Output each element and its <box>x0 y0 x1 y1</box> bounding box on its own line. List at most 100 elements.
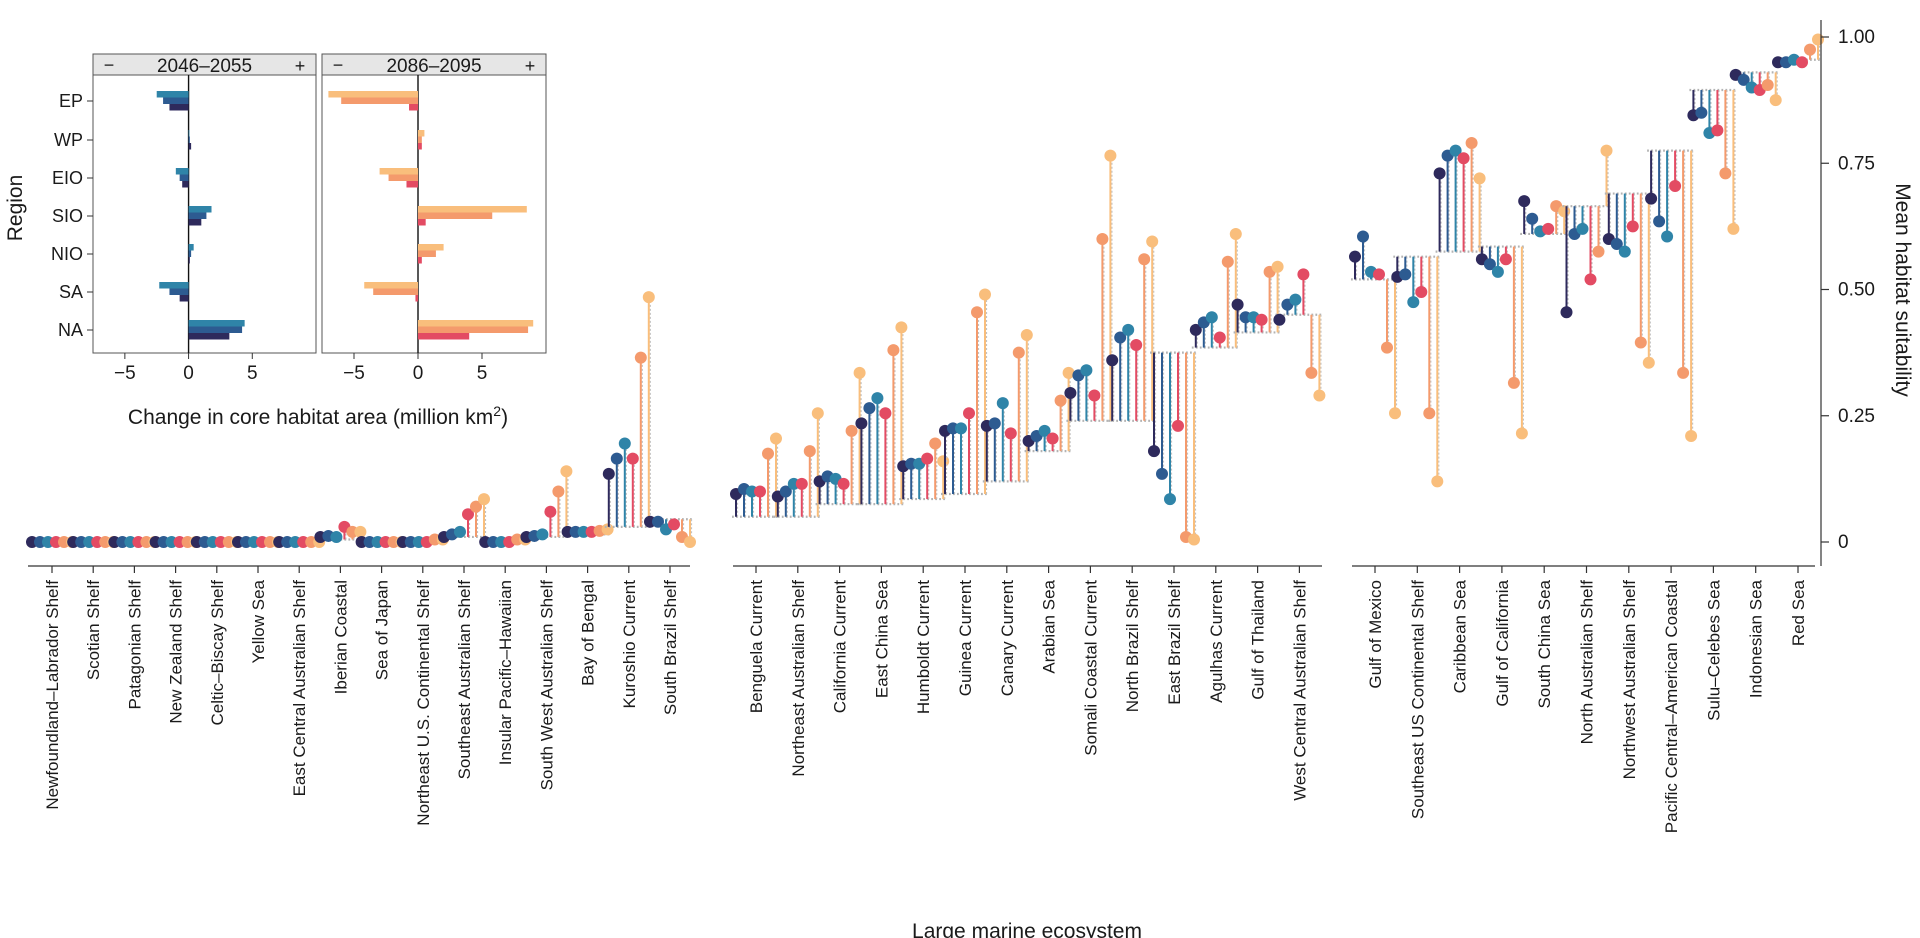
x-tick-label: Southeast Australian Shelf <box>455 580 474 780</box>
data-point <box>1645 192 1658 205</box>
ecosystem-south-west-australian-shelf: South West Australian Shelf <box>520 465 573 790</box>
region-label: EP <box>59 91 83 111</box>
data-point <box>1020 328 1033 341</box>
x-tick-label: Arabian Sea <box>1040 579 1059 673</box>
data-point <box>330 530 343 543</box>
data-point <box>1804 43 1816 56</box>
group-3: Gulf of Mexico Southeast US Continental S… <box>1349 33 1824 833</box>
bar <box>188 320 245 327</box>
region-label: NA <box>58 320 83 340</box>
minus-label: − <box>104 55 115 75</box>
bar <box>341 97 418 104</box>
data-point <box>626 452 639 465</box>
data-point <box>652 515 664 528</box>
group-2: Benguela Current Northeast Australian She… <box>730 149 1326 801</box>
data-point <box>929 437 942 450</box>
data-point <box>1114 331 1127 344</box>
ecosystem-indonesian-sea: Indonesian Sea <box>1729 68 1782 698</box>
data-point <box>1507 376 1520 389</box>
data-point <box>1457 152 1470 165</box>
data-point <box>1761 78 1774 91</box>
ecosystem-sea-of-japan: Sea of Japan <box>355 536 408 680</box>
data-point <box>1661 230 1674 243</box>
x-tick-label: Scotian Shelf <box>84 580 103 680</box>
data-point <box>1271 260 1284 273</box>
ecosystem-canary-current: Canary Current <box>980 328 1033 696</box>
data-point <box>1407 296 1420 309</box>
x-tick-label: Indonesian Sea <box>1747 579 1766 698</box>
bar <box>379 168 418 175</box>
data-point <box>354 525 367 538</box>
data-point <box>1221 255 1234 268</box>
x-tick-label: Somali Coastal Current <box>1081 580 1100 756</box>
data-point <box>1156 467 1168 480</box>
data-point <box>1349 250 1361 263</box>
data-point <box>1146 235 1159 248</box>
region-label: EIO <box>52 168 83 188</box>
data-point <box>1584 273 1597 286</box>
data-point <box>996 397 1009 410</box>
bar <box>418 136 422 143</box>
inset-x-tick-label: 0 <box>183 363 194 384</box>
x-tick-label: California Current <box>831 580 850 713</box>
data-point <box>1677 366 1690 379</box>
data-point <box>1634 336 1647 349</box>
data-point <box>1653 215 1666 228</box>
data-point <box>1515 427 1528 440</box>
ecosystem-north-australian-shelf: North Australian Shelf <box>1560 144 1613 744</box>
x-tick-label: Newfoundland–Labrador Shelf <box>43 580 62 810</box>
ecosystem-southeast-us-continental-shelf: Southeast US Continental Shelf <box>1391 255 1444 819</box>
bar <box>159 282 189 289</box>
data-point <box>988 417 1001 430</box>
data-point <box>1465 137 1478 150</box>
data-point <box>684 536 696 548</box>
plus-label: + <box>525 56 536 76</box>
data-point <box>1104 149 1117 162</box>
y-tick-label: 0 <box>1838 532 1849 553</box>
inset-x-axis-title-close: ) <box>501 406 508 429</box>
data-point <box>1088 389 1101 402</box>
main-plot: Newfoundland–Labrador Shelf Scotian Shelf… <box>26 20 1914 938</box>
ecosystem-guinea-current: Guinea Current <box>939 288 991 696</box>
data-point <box>618 437 631 450</box>
ecosystem-gulf-of-thailand: Gulf of Thailand <box>1231 260 1284 700</box>
data-point <box>921 452 934 465</box>
data-point <box>552 485 565 498</box>
data-point <box>979 288 991 301</box>
ecosystem-somali-coastal-current: Somali Coastal Current <box>1064 149 1117 756</box>
bar <box>179 174 189 181</box>
y-tick-label: 1.00 <box>1838 27 1875 48</box>
data-point <box>1130 339 1143 352</box>
bar <box>163 97 189 104</box>
data-point <box>811 407 824 420</box>
data-point <box>1213 331 1226 344</box>
data-point <box>895 321 908 334</box>
data-point <box>634 351 647 364</box>
ecosystem-red-sea: Red Sea <box>1772 33 1824 646</box>
bar <box>182 181 189 188</box>
data-point <box>1273 313 1286 326</box>
bar <box>418 206 527 213</box>
bar <box>169 288 189 295</box>
x-tick-label: Gulf of California <box>1493 579 1512 706</box>
ecosystem-south-china-sea: South China Sea <box>1518 195 1571 709</box>
data-point <box>601 523 614 536</box>
x-tick-label: East China Sea <box>872 579 891 698</box>
data-point <box>610 452 623 465</box>
data-point <box>1433 167 1446 180</box>
data-point <box>1054 394 1067 407</box>
data-point <box>1064 387 1077 400</box>
data-point <box>1737 73 1750 86</box>
bar <box>188 206 212 213</box>
x-tick-label: Caribbean Sea <box>1451 579 1470 693</box>
inset-x-tick-label: 5 <box>247 363 258 384</box>
group-1: Newfoundland–Labrador Shelf Scotian Shelf… <box>26 291 696 826</box>
data-point <box>1812 33 1824 46</box>
bar <box>188 136 190 143</box>
ecosystem-southeast-australian-shelf: Southeast Australian Shelf <box>438 493 490 779</box>
data-point <box>1695 106 1708 119</box>
ecosystem-northeast-u-s-continental-shelf: Northeast U.S. Continental Shelf <box>396 533 449 826</box>
data-point <box>863 402 876 415</box>
ecosystem-northwest-australian-shelf: Northwest Australian Shelf <box>1602 192 1655 779</box>
y-tick-label: 0.75 <box>1838 153 1875 174</box>
